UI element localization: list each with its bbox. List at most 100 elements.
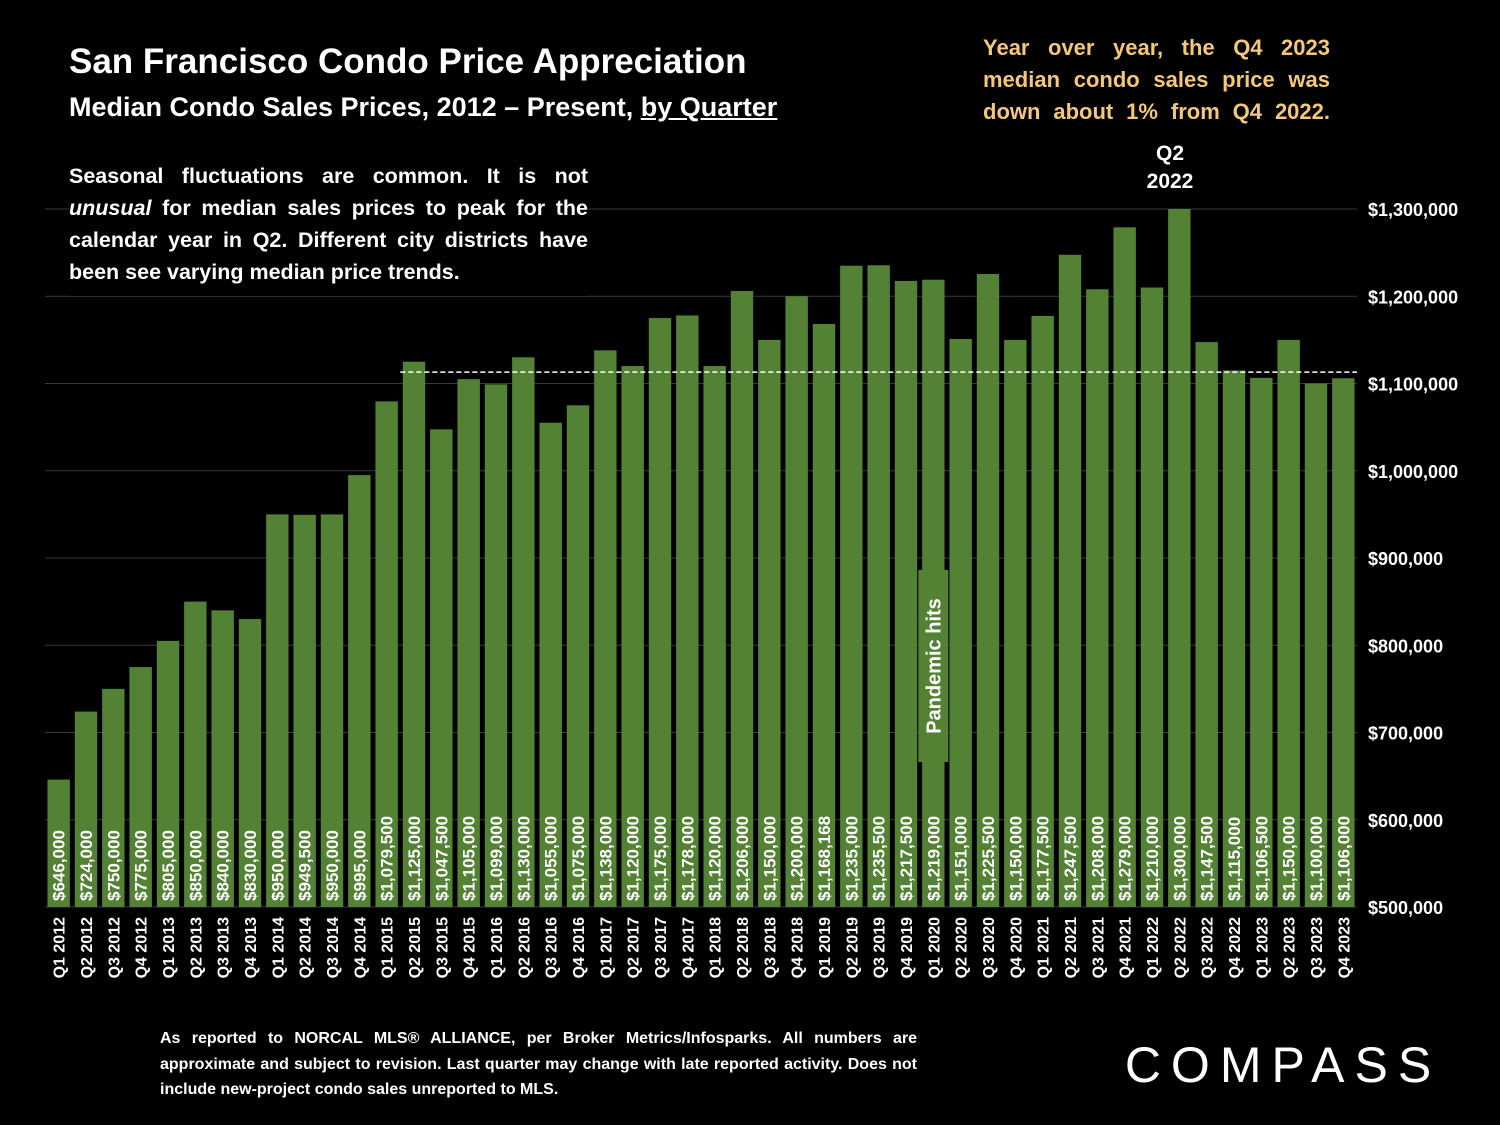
bar-value-label: $1,120,000 xyxy=(624,816,643,901)
bar-value-label: $1,177,500 xyxy=(1034,816,1053,901)
bar xyxy=(566,405,590,907)
x-tick-label: Q1 2016 xyxy=(489,917,506,978)
bar xyxy=(594,350,617,908)
x-tick-label: Q3 2013 xyxy=(216,917,233,978)
x-tick-label: Q3 2022 xyxy=(1200,917,1217,978)
y-tick-label: $700,000 xyxy=(1368,724,1443,744)
y-tick-label: $800,000 xyxy=(1368,636,1443,656)
bar xyxy=(293,514,316,907)
x-tick-label: Q2 2020 xyxy=(954,917,971,978)
x-tick-label: Q2 2019 xyxy=(844,917,861,978)
bar xyxy=(1195,342,1218,907)
x-tick-label: Q4 2022 xyxy=(1227,917,1244,978)
bar-value-label: $1,047,500 xyxy=(432,816,451,901)
bar xyxy=(1086,289,1109,907)
x-tick-label: Q4 2012 xyxy=(134,917,151,978)
bar xyxy=(621,366,644,907)
bar xyxy=(512,357,535,907)
bar xyxy=(266,514,289,907)
bar xyxy=(375,401,398,907)
bar xyxy=(1168,209,1191,907)
x-tick-label: Q4 2017 xyxy=(680,917,697,978)
x-tick-label: Q3 2023 xyxy=(1309,917,1326,978)
x-tick-label: Q4 2014 xyxy=(352,917,369,978)
y-tick-label: $1,200,000 xyxy=(1368,287,1458,307)
y-tick-label: $1,000,000 xyxy=(1368,462,1458,482)
x-tick-label: Q4 2018 xyxy=(790,917,807,978)
x-tick-label: Q4 2023 xyxy=(1336,917,1353,978)
bar-value-label: $805,000 xyxy=(159,830,178,901)
bar xyxy=(1058,254,1082,907)
bar-value-label: $1,219,000 xyxy=(924,816,943,901)
bar xyxy=(758,339,781,907)
bar xyxy=(976,274,1000,908)
bar-value-label: $850,000 xyxy=(186,830,205,901)
bar-value-label: $1,247,500 xyxy=(1061,816,1080,901)
x-tick-label: Q1 2020 xyxy=(926,917,943,978)
x-tick-label: Q1 2022 xyxy=(1145,917,1162,978)
bar xyxy=(1222,370,1246,908)
x-tick-label: Q3 2020 xyxy=(981,917,998,978)
chart-subtitle: Median Condo Sales Prices, 2012 – Presen… xyxy=(69,92,777,123)
bar xyxy=(539,422,562,907)
x-tick-label: Q3 2021 xyxy=(1090,917,1107,978)
bar-value-label: $1,075,000 xyxy=(569,816,588,901)
bar xyxy=(156,640,180,907)
bar xyxy=(1304,383,1328,907)
x-tick-label: Q3 2012 xyxy=(106,917,123,978)
bar xyxy=(1277,339,1300,907)
x-tick-label: Q2 2018 xyxy=(735,917,752,978)
source-footnote: As reported to NORCAL MLS® ALLIANCE, per… xyxy=(160,1030,917,1098)
bar xyxy=(730,291,754,907)
bar-value-label: $1,300,000 xyxy=(1170,816,1189,901)
bar-value-label: $1,105,000 xyxy=(460,816,479,901)
x-tick-label: Q1 2013 xyxy=(161,917,178,978)
bar-value-label: $1,279,000 xyxy=(1116,816,1135,901)
bar-value-label: $1,150,000 xyxy=(1006,816,1025,901)
bar-value-label: $840,000 xyxy=(214,830,233,901)
y-tick-label: $600,000 xyxy=(1368,811,1443,831)
chart-title: San Francisco Condo Price Appreciation xyxy=(69,42,747,81)
note-part-2: for median sales prices to peak for the … xyxy=(69,196,588,284)
x-tick-label: Q3 2014 xyxy=(325,917,342,978)
x-tick-label: Q1 2021 xyxy=(1036,917,1053,978)
subtitle-underlined: by Quarter xyxy=(640,92,778,122)
bar-value-label: $1,235,000 xyxy=(842,816,861,901)
bar-value-label: $1,147,500 xyxy=(1198,816,1217,901)
bar-value-label: $1,079,500 xyxy=(378,816,397,901)
bar-value-label: $1,115,000 xyxy=(1225,817,1244,901)
bar xyxy=(129,667,152,907)
y-tick-label: $900,000 xyxy=(1368,549,1443,569)
x-tick-label: Q4 2021 xyxy=(1118,917,1135,978)
bar-value-label: $1,217,500 xyxy=(897,816,916,901)
x-tick-label: Q3 2015 xyxy=(434,917,451,978)
bar xyxy=(430,429,453,907)
bar xyxy=(47,779,70,907)
bar xyxy=(1250,377,1273,907)
bar-value-label: $1,150,000 xyxy=(1280,816,1299,901)
bar-value-label: $950,000 xyxy=(323,830,342,901)
bar-value-label: $1,106,500 xyxy=(1252,816,1271,901)
bar-value-label: $1,235,500 xyxy=(870,816,889,901)
peak-label-line2: 2022 xyxy=(1146,170,1194,193)
x-tick-label: Q2 2023 xyxy=(1282,917,1299,978)
y-tick-label: $500,000 xyxy=(1368,898,1443,918)
x-tick-label: Q3 2017 xyxy=(653,917,670,978)
bar-value-label: $1,106,000 xyxy=(1334,816,1353,901)
x-tick-label: Q3 2018 xyxy=(762,917,779,978)
bar-value-label: $1,100,000 xyxy=(1307,816,1326,901)
bar-value-label: $1,175,000 xyxy=(651,816,670,901)
bar xyxy=(1031,315,1054,908)
subtitle-prefix: Median Condo Sales Prices, 2012 – Presen… xyxy=(69,92,641,122)
bar-value-label: $830,000 xyxy=(241,830,260,901)
x-tick-label: Q4 2016 xyxy=(571,917,588,978)
bar xyxy=(840,265,863,907)
x-tick-label: Q3 2019 xyxy=(872,917,889,978)
x-tick-label: Q1 2019 xyxy=(817,917,834,978)
bar-value-label: $1,138,000 xyxy=(596,816,615,901)
compass-logo: COMPASS xyxy=(1125,1037,1441,1093)
x-tick-label: Q1 2018 xyxy=(708,917,725,978)
compass-logo-text: COMPASS xyxy=(1125,1037,1441,1093)
bar xyxy=(102,688,125,907)
